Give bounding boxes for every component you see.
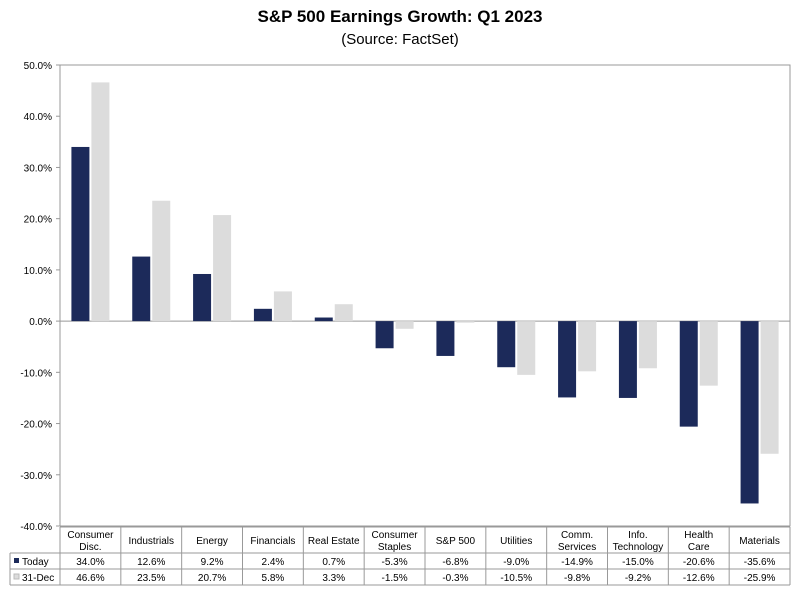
category-label: Utilities [500, 536, 532, 547]
data-cell: -9.0% [503, 557, 529, 568]
data-cell: 3.3% [322, 573, 345, 584]
data-cell: 0.7% [322, 557, 345, 568]
category-label: Staples [378, 542, 411, 553]
data-cell: -10.5% [500, 573, 532, 584]
category-label: Consumer [67, 530, 114, 541]
bar-today [679, 321, 698, 427]
legend-label: Today [22, 557, 49, 568]
category-label: Services [558, 542, 596, 553]
y-tick-label: -30.0% [20, 471, 52, 482]
plot-area [59, 64, 791, 527]
bar-31-dec [638, 321, 657, 369]
legend-label: 31-Dec [22, 573, 54, 584]
data-cell: -20.6% [683, 557, 715, 568]
data-cell: 2.4% [262, 557, 285, 568]
category-label: S&P 500 [436, 536, 476, 547]
bar-today [314, 317, 333, 322]
data-cell: -25.9% [744, 573, 776, 584]
data-cell: -35.6% [744, 557, 776, 568]
category-label: Materials [739, 536, 780, 547]
bar-today [740, 321, 759, 504]
category-label: Info. [628, 530, 647, 541]
category-label: Technology [613, 542, 664, 553]
category-label: Consumer [372, 530, 419, 541]
data-cell: -5.3% [382, 557, 408, 568]
legend-swatch [13, 573, 20, 580]
y-tick-label: 50.0% [24, 61, 52, 72]
y-tick-label: -20.0% [20, 420, 52, 431]
bar-today [253, 308, 272, 322]
category-label: Industrials [128, 536, 174, 547]
category-label: Real Estate [308, 536, 360, 547]
data-cell: -15.0% [622, 557, 654, 568]
bar-31-dec [517, 321, 536, 375]
bar-31-dec [395, 321, 414, 329]
data-cell: -0.3% [442, 573, 468, 584]
data-cell: 5.8% [262, 573, 285, 584]
bar-31-dec [578, 321, 597, 372]
bar-31-dec [334, 304, 353, 322]
data-cell: -9.8% [564, 573, 590, 584]
y-tick-label: 20.0% [24, 215, 52, 226]
chart-subtitle: (Source: FactSet) [341, 31, 459, 48]
category-label: Financials [250, 536, 295, 547]
data-cell: -6.8% [442, 557, 468, 568]
bar-today [558, 321, 577, 398]
data-cell: 9.2% [201, 557, 224, 568]
bar-31-dec [273, 291, 292, 322]
bar-31-dec [213, 215, 232, 322]
y-tick-label: 30.0% [24, 163, 52, 174]
legend-swatch [14, 558, 19, 563]
category-label: Energy [196, 536, 228, 547]
category-label: Disc. [79, 542, 101, 553]
category-label: Comm. [561, 530, 593, 541]
chart-title: S&P 500 Earnings Growth: Q1 2023 [257, 7, 542, 26]
data-cell: 34.0% [76, 557, 104, 568]
y-tick-label: -10.0% [20, 368, 52, 379]
data-cell: -14.9% [561, 557, 593, 568]
bar-today [193, 273, 212, 322]
bar-31-dec [456, 321, 475, 323]
data-cell: 23.5% [137, 573, 165, 584]
data-cell: 46.6% [76, 573, 104, 584]
bar-31-dec [760, 321, 779, 454]
data-cell: 12.6% [137, 557, 165, 568]
data-cell: 20.7% [198, 573, 226, 584]
bar-31-dec [152, 200, 171, 322]
bar-today [132, 256, 151, 322]
category-label: Care [688, 542, 710, 553]
bar-today [436, 321, 455, 356]
bar-today [618, 321, 637, 398]
y-tick-label: -40.0% [20, 522, 52, 533]
bar-31-dec [699, 321, 718, 386]
y-tick-label: 10.0% [24, 266, 52, 277]
data-cell: -9.2% [625, 573, 651, 584]
bar-today [375, 321, 394, 349]
y-tick-label: 0.0% [29, 317, 52, 328]
data-cell: -1.5% [382, 573, 408, 584]
category-label: Health [684, 530, 713, 541]
bar-today [497, 321, 516, 368]
bar-today [71, 146, 90, 322]
bar-31-dec [91, 82, 110, 322]
data-cell: -12.6% [683, 573, 715, 584]
y-tick-label: 40.0% [24, 112, 52, 123]
